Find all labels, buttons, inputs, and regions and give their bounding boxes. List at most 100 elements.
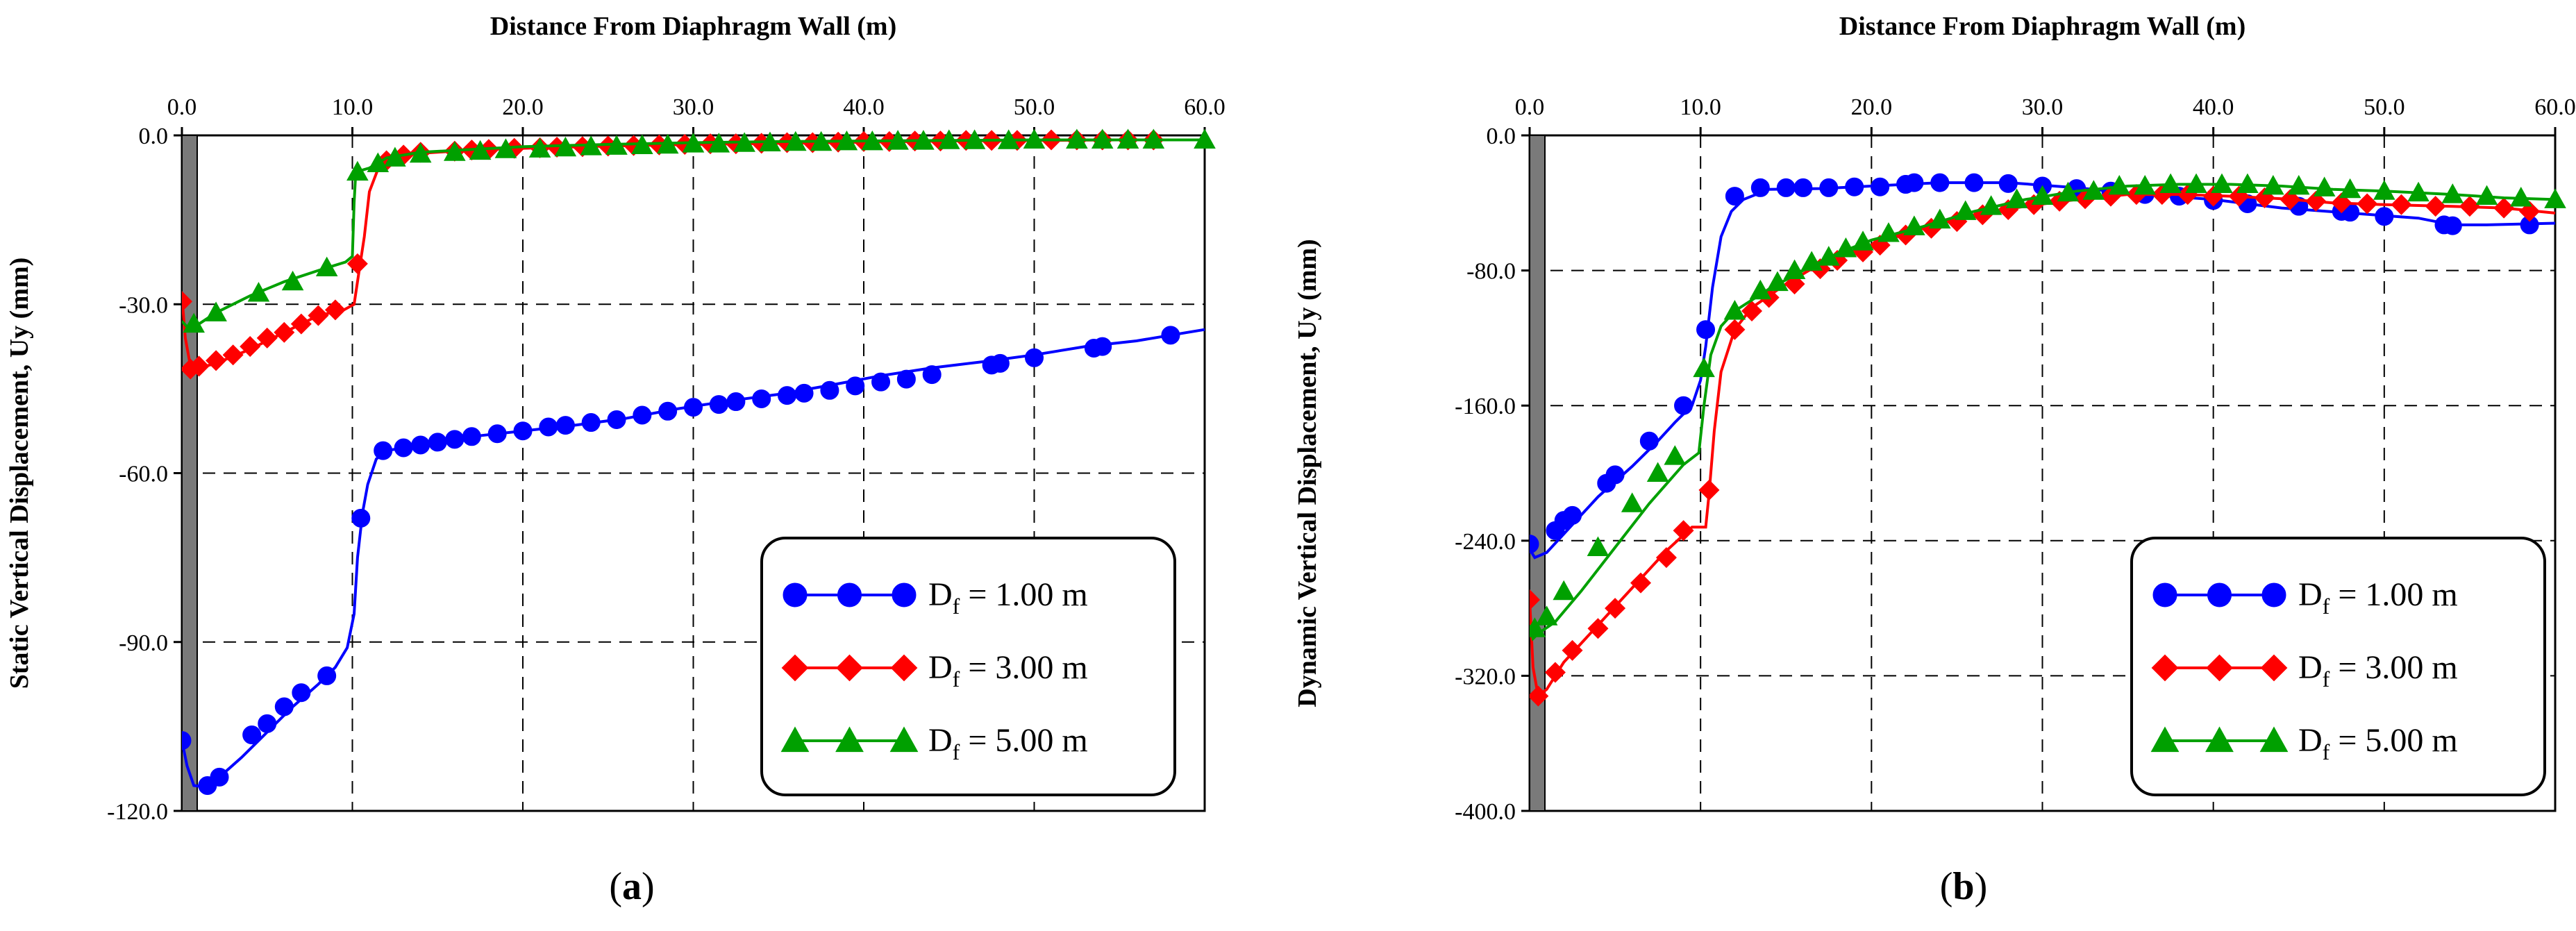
data-point-circle	[292, 683, 311, 703]
data-point-circle	[1930, 173, 1950, 192]
data-point-circle	[1161, 326, 1180, 345]
data-point-circle	[1845, 177, 1864, 196]
x-tick-label: 30.0	[673, 94, 714, 120]
x-tick-label: 40.0	[2193, 94, 2234, 120]
data-point-triangle	[1783, 259, 1806, 280]
data-point-triangle	[605, 135, 628, 155]
data-point-circle	[820, 380, 839, 400]
data-point-circle	[581, 413, 601, 433]
y-tick-label: -30.0	[119, 292, 168, 318]
data-point-triangle	[1116, 128, 1139, 149]
data-point-circle	[896, 369, 916, 389]
legend-entry-1: Df = 1.00 m	[2152, 576, 2458, 619]
data-point-triangle	[1834, 237, 1857, 258]
legend-label: Df = 5.00 m	[928, 722, 1088, 764]
data-point-triangle	[937, 129, 960, 149]
data-point-circle	[2152, 582, 2177, 607]
data-point-triangle	[346, 160, 369, 181]
data-point-triangle	[759, 131, 781, 152]
data-point-triangle	[2108, 174, 2131, 195]
data-point-triangle	[2313, 176, 2336, 196]
panel-a-caption: (a)	[609, 865, 655, 908]
data-point-circle	[1639, 431, 1659, 451]
data-point-circle	[210, 767, 229, 787]
y-tick-label: -400.0	[1455, 799, 1516, 825]
data-point-triangle	[912, 130, 935, 150]
data-point-triangle	[1877, 222, 1900, 242]
data-point-triangle	[1766, 271, 1789, 292]
data-point-diamond	[182, 291, 193, 312]
data-point-circle	[684, 398, 703, 417]
data-point-circle	[242, 725, 262, 745]
data-point-triangle	[708, 133, 730, 153]
data-point-triangle	[1723, 300, 1746, 320]
data-point-diamond	[308, 305, 329, 326]
legend-entry-1: Df = 1.00 m	[783, 576, 1088, 619]
data-point-circle	[2443, 216, 2462, 235]
y-tick-label: 0.0	[1487, 124, 1516, 149]
chart-a-svg: 0.0 10.0 20.0 30.0 40.0 50.0 60.0 0.0 -30.0 -60.0…	[5, 12, 1226, 825]
data-point-triangle	[409, 142, 432, 163]
data-point-circle	[922, 365, 942, 385]
data-point-triangle	[2509, 187, 2532, 207]
data-point-diamond	[2357, 193, 2378, 215]
data-point-circle	[1093, 337, 1112, 356]
data-point-circle	[1674, 396, 1693, 415]
data-point-diamond	[256, 327, 278, 349]
data-point-circle	[633, 405, 652, 425]
data-point-triangle	[315, 256, 338, 277]
data-point-triangle	[1929, 208, 1951, 229]
data-point-triangle	[1553, 580, 1575, 601]
legend: Df = 1.00 m Df = 3.00 m Df = 5.00 m	[2130, 537, 2546, 796]
data-point-diamond	[1784, 274, 1805, 295]
data-point-circle	[783, 582, 808, 607]
data-point-triangle	[1749, 279, 1772, 300]
data-point-triangle	[835, 726, 864, 753]
data-point-circle	[182, 731, 192, 750]
data-point-triangle	[2287, 174, 2310, 195]
data-point-circle	[2375, 207, 2394, 226]
series-3	[1530, 173, 2566, 641]
data-point-triangle	[2005, 188, 2028, 208]
legend: Df = 1.00 m Df = 3.00 m Df = 5.00 m	[760, 537, 1176, 796]
data-point-circle	[1871, 177, 1890, 196]
data-point-triangle	[1091, 128, 1114, 149]
data-point-circle	[513, 421, 533, 441]
data-point-triangle	[1535, 605, 1558, 626]
data-point-triangle	[2407, 181, 2429, 202]
data-point-diamond	[1562, 639, 1583, 661]
data-point-triangle	[1954, 200, 1977, 220]
data-point-circle	[1776, 178, 1796, 197]
data-point-circle	[1725, 187, 1744, 206]
diaphragm-wall-bar	[1529, 135, 1546, 812]
data-point-diamond	[1587, 618, 1609, 639]
data-point-triangle	[494, 138, 517, 158]
x-tick-label: 60.0	[1184, 94, 1226, 120]
data-point-triangle	[2236, 173, 2259, 194]
y-tick-label: -60.0	[119, 462, 168, 487]
data-point-diamond	[1544, 662, 1566, 683]
data-point-diamond	[2260, 654, 2288, 682]
y-tick-label: 0.0	[139, 124, 169, 149]
data-point-diamond	[1698, 479, 1720, 501]
data-point-diamond	[890, 654, 918, 682]
legend-label: Df = 3.00 m	[2298, 649, 2458, 691]
data-point-circle	[445, 430, 465, 449]
y-axis-title: Static Vertical Displacement, Uy (mm)	[5, 258, 34, 689]
data-point-triangle	[2475, 185, 2498, 206]
data-point-circle	[2207, 582, 2232, 607]
data-point-diamond	[2151, 654, 2179, 682]
data-point-triangle	[1852, 230, 1874, 251]
data-point-circle	[1750, 178, 1770, 197]
data-point-triangle	[810, 131, 833, 151]
data-point-triangle	[2339, 178, 2361, 199]
data-point-circle	[274, 697, 294, 716]
data-point-diamond	[1605, 598, 1626, 619]
data-point-circle	[462, 427, 481, 446]
chart-panel-b: 0.0 10.0 20.0 30.0 40.0 50.0 60.0 0.0 -80.0 -160.…	[1288, 0, 2576, 931]
y-tick-label: -160.0	[1455, 394, 1516, 419]
data-point-triangle	[733, 132, 755, 152]
data-point-triangle	[2159, 173, 2182, 194]
data-point-triangle	[469, 140, 492, 160]
data-point-triangle	[2185, 173, 2207, 194]
